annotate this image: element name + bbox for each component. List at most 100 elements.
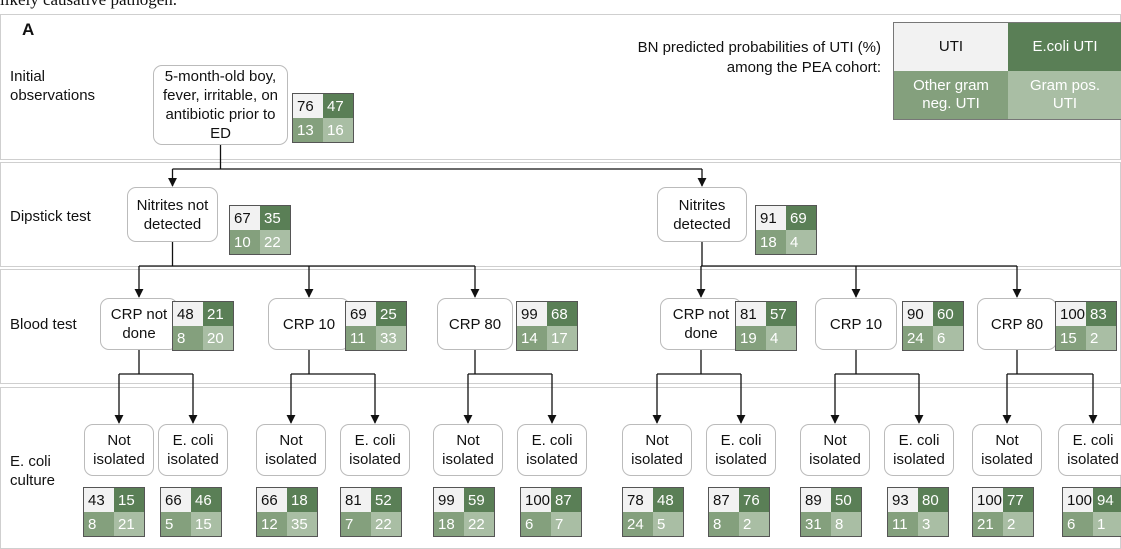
probability-cell: 81	[341, 488, 371, 512]
probability-grid: 89 50 31 8	[800, 487, 862, 537]
probability-grid: 100 87 6 7	[520, 487, 582, 537]
probability-cell: 48	[653, 488, 683, 512]
probability-cell: 50	[831, 488, 861, 512]
probability-cell: 69	[786, 206, 816, 230]
probability-cell: 100	[1063, 488, 1093, 512]
node-box: E. coli isolated	[517, 424, 587, 476]
row-label: Dipstick test	[10, 208, 91, 225]
probability-cell: 8	[709, 512, 739, 536]
probability-cell: 60	[933, 302, 963, 326]
node-box: 5-month-old boy, fever, irritable, on an…	[153, 65, 288, 145]
probability-cell: 18	[287, 488, 317, 512]
probability-cell: 69	[346, 302, 376, 326]
node-box: CRP not done	[660, 298, 742, 350]
probability-cell: 6	[933, 326, 963, 350]
node-box: Not isolated	[256, 424, 326, 476]
probability-cell: 76	[739, 488, 769, 512]
legend-cell: Other gram neg. UTI	[894, 71, 1008, 119]
probability-cell: 52	[371, 488, 401, 512]
probability-grid: 76 47 13 16	[292, 93, 354, 143]
probability-cell: 8	[84, 512, 114, 536]
probability-cell: 3	[918, 512, 948, 536]
probability-cell: 91	[756, 206, 786, 230]
probability-cell: 43	[84, 488, 114, 512]
probability-cell: 15	[114, 488, 144, 512]
node-box: CRP 10	[815, 298, 897, 350]
node-box: CRP 80	[977, 298, 1057, 350]
probability-cell: 18	[434, 512, 464, 536]
probability-cell: 8	[173, 326, 203, 350]
probability-cell: 35	[260, 206, 290, 230]
probability-grid: 67 35 10 22	[229, 205, 291, 255]
header-text: likely causative pathogen.	[0, 0, 177, 10]
probability-cell: 4	[766, 326, 796, 350]
probability-cell: 21	[973, 512, 1003, 536]
legend-title-line: BN predicted probabilities of UTI (%)	[637, 39, 881, 56]
probability-cell: 2	[1003, 512, 1033, 536]
legend-title: BN predicted probabilities of UTI (%) am…	[638, 38, 881, 78]
probability-cell: 99	[517, 302, 547, 326]
probability-cell: 14	[517, 326, 547, 350]
probability-cell: 24	[903, 326, 933, 350]
panel-label: A	[22, 20, 35, 39]
node-box: Not isolated	[84, 424, 154, 476]
probability-cell: 90	[903, 302, 933, 326]
row-label: Blood test	[10, 316, 77, 333]
probability-cell: 87	[709, 488, 739, 512]
row-label: E. coli culture	[10, 453, 56, 489]
probability-cell: 67	[230, 206, 260, 230]
legend-title-line: among the PEA cohort:	[726, 59, 881, 76]
probability-grid: 81 52 7 22	[340, 487, 402, 537]
node-box: Nitrites detected	[657, 187, 747, 242]
probability-cell: 2	[1086, 326, 1116, 350]
node-box: E. coli isolated	[884, 424, 954, 476]
node-box: Not isolated	[972, 424, 1042, 476]
probability-cell: 33	[376, 326, 406, 350]
probability-cell: 93	[888, 488, 918, 512]
node-box: CRP 10	[268, 298, 350, 350]
probability-cell: 89	[801, 488, 831, 512]
row-label: Initial observations	[10, 68, 96, 104]
node-box: Not isolated	[433, 424, 503, 476]
probability-cell: 15	[191, 512, 221, 536]
node-box: Nitrites not detected	[127, 187, 218, 242]
probability-grid: 91 69 18 4	[755, 205, 817, 255]
probability-cell: 100	[521, 488, 551, 512]
probability-cell: 1	[1093, 512, 1121, 536]
probability-cell: 87	[551, 488, 581, 512]
probability-cell: 94	[1093, 488, 1121, 512]
probability-cell: 2	[739, 512, 769, 536]
probability-cell: 10	[230, 230, 260, 254]
probability-cell: 5	[161, 512, 191, 536]
probability-cell: 22	[464, 512, 494, 536]
probability-grid: 100 77 21 2	[972, 487, 1034, 537]
node-box: Not isolated	[622, 424, 692, 476]
probability-cell: 83	[1086, 302, 1116, 326]
probability-cell: 4	[786, 230, 816, 254]
probability-cell: 7	[341, 512, 371, 536]
probability-grid: 48 21 8 20	[172, 301, 234, 351]
probability-grid: 90 60 24 6	[902, 301, 964, 351]
probability-cell: 17	[547, 326, 577, 350]
probability-cell: 76	[293, 94, 323, 118]
probability-cell: 22	[371, 512, 401, 536]
probability-cell: 66	[257, 488, 287, 512]
probability-grid: 69 25 11 33	[345, 301, 407, 351]
legend-cell: Gram pos. UTI	[1008, 71, 1121, 119]
probability-cell: 5	[653, 512, 683, 536]
probability-cell: 80	[918, 488, 948, 512]
probability-cell: 77	[1003, 488, 1033, 512]
probability-grid: 99 68 14 17	[516, 301, 578, 351]
probability-cell: 11	[346, 326, 376, 350]
probability-grid: 66 46 5 15	[160, 487, 222, 537]
probability-cell: 20	[203, 326, 233, 350]
node-box: Not isolated	[800, 424, 870, 476]
probability-cell: 35	[287, 512, 317, 536]
node-box: CRP not done	[100, 298, 178, 350]
node-box: E. coli isolated	[1058, 424, 1121, 476]
probability-grid: 78 48 24 5	[622, 487, 684, 537]
probability-cell: 31	[801, 512, 831, 536]
probability-cell: 78	[623, 488, 653, 512]
